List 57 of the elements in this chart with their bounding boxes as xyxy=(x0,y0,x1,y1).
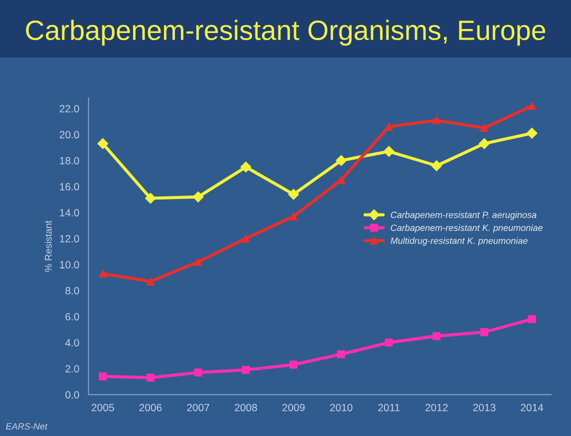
legend-label: Carbapenem-resistant P. aeruginosa xyxy=(390,211,536,220)
point xyxy=(288,188,299,200)
x-tick-label: 2012 xyxy=(426,404,448,412)
y-axis-title: % Resistant xyxy=(44,220,52,272)
point xyxy=(194,368,202,376)
y-tick-label: 0.0 xyxy=(65,391,80,398)
chart-title: Carbapenem-resistant Organisms, Europe xyxy=(26,20,546,46)
point xyxy=(145,192,156,204)
point xyxy=(478,138,490,150)
x-tick-label: 2011 xyxy=(378,404,400,412)
point xyxy=(480,328,488,336)
point xyxy=(528,102,536,110)
y-tick-label: 6.0 xyxy=(66,313,80,320)
x-tick-label: 2005 xyxy=(92,404,114,412)
point xyxy=(97,138,108,150)
point xyxy=(336,155,347,166)
point xyxy=(146,277,154,286)
x-tick-label: 2013 xyxy=(473,404,496,412)
x-tick-label: 2014 xyxy=(520,404,544,412)
y-tick-label: 18.0 xyxy=(60,157,80,164)
point xyxy=(242,366,250,374)
y-tick-label: 10.0 xyxy=(60,261,80,268)
point xyxy=(431,160,442,172)
x-tick-label: 2007 xyxy=(187,404,210,412)
x-tick-label: 2009 xyxy=(282,404,305,412)
y-tick-label: 22.0 xyxy=(60,105,80,112)
point xyxy=(194,258,202,266)
text: EARS-Net xyxy=(6,423,48,430)
point xyxy=(432,332,441,340)
legend-label: Multidrug-resistant K. pneumoniae xyxy=(390,237,528,246)
point xyxy=(98,372,107,380)
legend-label: Carbapenem-resistant K. pneumoniae xyxy=(390,224,543,233)
point xyxy=(384,338,393,347)
point xyxy=(98,270,107,278)
point xyxy=(290,212,298,220)
point xyxy=(337,350,346,358)
y-tick-label: 20.0 xyxy=(60,131,80,138)
x-tick-label: 2008 xyxy=(234,404,257,412)
point xyxy=(242,234,250,243)
y-tick-label: 2.0 xyxy=(66,365,80,372)
point xyxy=(432,116,441,124)
x-tick-label: 2010 xyxy=(330,404,352,412)
y-tick-label: 8.0 xyxy=(65,287,80,294)
point xyxy=(528,315,536,324)
point xyxy=(480,124,488,132)
x-tick-label: 2006 xyxy=(139,404,162,412)
y-tick-label: 4.0 xyxy=(65,339,80,346)
y-tick-label: 16.0 xyxy=(60,183,80,190)
point xyxy=(240,162,252,172)
point xyxy=(290,360,298,369)
point xyxy=(383,146,394,157)
point xyxy=(384,122,393,131)
y-tick-label: 12.0 xyxy=(60,235,80,242)
point xyxy=(192,191,204,202)
point xyxy=(146,374,154,382)
y-tick-label: 14.0 xyxy=(60,209,80,216)
point xyxy=(526,128,538,139)
